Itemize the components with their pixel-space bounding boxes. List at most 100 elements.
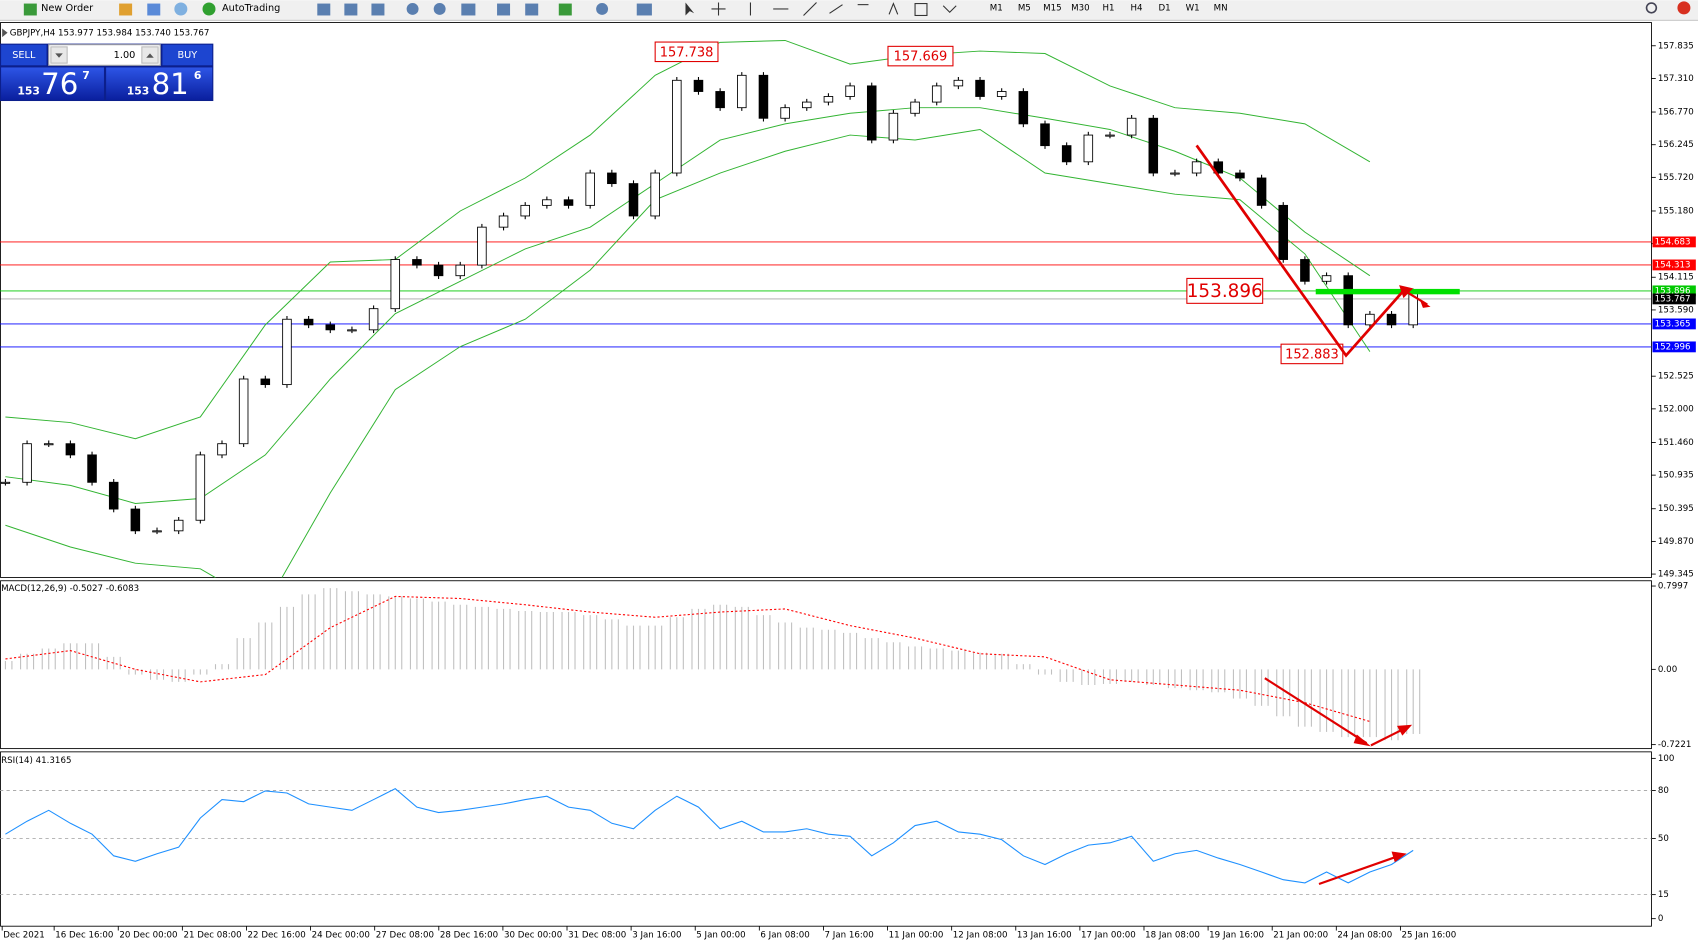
zoom-in[interactable] bbox=[406, 3, 419, 15]
candle-body bbox=[1061, 145, 1072, 163]
symbol-icon bbox=[2, 28, 8, 38]
candle-body bbox=[1105, 134, 1115, 137]
candle-body bbox=[780, 107, 790, 119]
lot-value[interactable]: 1.00 bbox=[114, 50, 136, 61]
price-level-label: 152.996 bbox=[1655, 342, 1691, 352]
toolbar-icon[interactable] bbox=[636, 3, 652, 16]
rsi-panel: 100 80 50 15 0 bbox=[0, 754, 1674, 924]
timeframe-button[interactable]: D1 bbox=[1158, 3, 1170, 13]
toolbar-icon[interactable] bbox=[497, 3, 511, 16]
y-tick-label: 150.935 bbox=[1658, 471, 1694, 481]
toolbar-icon[interactable] bbox=[558, 3, 572, 16]
bid-big-figure: 153 bbox=[17, 84, 40, 97]
plot-area bbox=[0, 39, 1652, 578]
chart-background bbox=[0, 21, 1698, 946]
resistance-highlight bbox=[1315, 288, 1460, 295]
timeframe-button[interactable]: M5 bbox=[1018, 3, 1031, 13]
macd-arrow bbox=[1264, 677, 1368, 745]
drawings bbox=[1195, 144, 1460, 885]
y-tick-label: -0.7221 bbox=[1658, 740, 1691, 750]
toolbar-icon[interactable] bbox=[174, 2, 188, 16]
x-tick-label: 12 Jan 08:00 bbox=[953, 930, 1008, 940]
timeframe-button[interactable]: H1 bbox=[1102, 3, 1114, 13]
lot-input[interactable] bbox=[48, 44, 161, 66]
candle-body bbox=[477, 226, 487, 266]
x-tick-label: 28 Dec 16:00 bbox=[440, 930, 498, 940]
text-tool[interactable] bbox=[888, 2, 899, 15]
sell-label[interactable]: SELL bbox=[12, 50, 36, 61]
bid-quote[interactable] bbox=[1, 67, 104, 100]
x-tick-label: 31 Dec 08:00 bbox=[568, 930, 626, 940]
timeframe-button[interactable]: H4 bbox=[1130, 3, 1143, 13]
timeframe-button[interactable]: M1 bbox=[990, 3, 1003, 13]
price-annotation: 153.896 bbox=[1187, 281, 1263, 302]
candle-body bbox=[87, 454, 97, 483]
price-level-label: 153.896 bbox=[1655, 286, 1691, 296]
toolbar-bg bbox=[0, 0, 1698, 20]
candle-body bbox=[1278, 204, 1289, 260]
toolbar-icon[interactable] bbox=[119, 3, 133, 16]
candle-body bbox=[520, 204, 530, 217]
candle-body bbox=[1235, 172, 1245, 179]
candle-body bbox=[173, 519, 184, 532]
new-order-button[interactable]: New Order bbox=[41, 3, 93, 14]
toolbar-icon[interactable] bbox=[371, 3, 385, 16]
x-tick-label: 11 Jan 00:00 bbox=[889, 930, 944, 940]
ask-quote[interactable] bbox=[106, 67, 213, 100]
x-tick-label: 13 Jan 16:00 bbox=[1017, 930, 1072, 940]
candle-body bbox=[22, 443, 32, 483]
sell-button[interactable] bbox=[1, 44, 47, 66]
label-tool[interactable] bbox=[914, 3, 928, 17]
notifications[interactable] bbox=[1677, 1, 1691, 15]
autotrading-button[interactable]: AutoTrading bbox=[222, 3, 280, 14]
candle-body bbox=[0, 481, 11, 484]
toolbar-icon[interactable] bbox=[596, 3, 609, 15]
trendline-tool[interactable] bbox=[803, 2, 817, 16]
price-annotation: 157.738 bbox=[660, 45, 714, 60]
candle-body bbox=[1365, 313, 1375, 326]
x-tick-label: 20 Dec 00:00 bbox=[119, 930, 177, 940]
price-level-tag bbox=[1652, 285, 1696, 297]
x-tick-label: 18 Jan 08:00 bbox=[1145, 930, 1200, 940]
rsi-panel-frame bbox=[0, 751, 1652, 927]
y-tick-label: 153.590 bbox=[1658, 305, 1694, 315]
toolbar-icon[interactable] bbox=[147, 3, 161, 16]
arrow-tool[interactable] bbox=[942, 5, 957, 13]
main-panel-frame bbox=[0, 22, 1652, 578]
candle-body bbox=[498, 215, 509, 228]
candle-body bbox=[65, 443, 76, 456]
bid-pips: 76 bbox=[41, 67, 78, 101]
candle-body bbox=[195, 454, 206, 521]
macd-signal bbox=[5, 595, 1371, 722]
price-level-tag bbox=[1652, 318, 1696, 330]
bollinger-lower bbox=[5, 128, 1371, 578]
toolbar-icon[interactable] bbox=[525, 3, 539, 16]
y-tick-label: 100 bbox=[1658, 754, 1675, 764]
zoom-out[interactable] bbox=[433, 3, 446, 15]
plot-area bbox=[4, 588, 1421, 741]
y-tick-label: 157.310 bbox=[1658, 74, 1694, 84]
price-level-label: 153.365 bbox=[1655, 319, 1691, 329]
y-tick-label: 151.460 bbox=[1658, 438, 1694, 448]
arrow-head bbox=[1419, 299, 1431, 308]
timeframe-button[interactable]: MN bbox=[1214, 3, 1228, 13]
price-level-tag bbox=[1652, 259, 1696, 271]
timeframe-button[interactable]: W1 bbox=[1186, 3, 1200, 13]
timeframe-button[interactable]: M15 bbox=[1043, 3, 1061, 13]
candle-body bbox=[715, 91, 725, 109]
candle-body bbox=[823, 96, 834, 103]
channel-tool[interactable] bbox=[829, 4, 843, 14]
candle-body bbox=[412, 259, 422, 266]
y-tick-label: 152.525 bbox=[1658, 372, 1694, 382]
toolbar-icon[interactable] bbox=[344, 3, 358, 16]
toolbar-icon[interactable] bbox=[461, 3, 476, 16]
toolbar-icon[interactable] bbox=[317, 3, 331, 16]
crosshair-tool[interactable] bbox=[711, 2, 726, 16]
price-annotation-box bbox=[1186, 277, 1264, 304]
price-level-label: 154.683 bbox=[1655, 237, 1691, 247]
buy-button[interactable] bbox=[162, 44, 213, 66]
buy-label[interactable]: BUY bbox=[177, 50, 197, 61]
search-button[interactable] bbox=[1645, 2, 1658, 14]
timeframe-button[interactable]: M30 bbox=[1071, 3, 1089, 13]
candle-body bbox=[996, 91, 1007, 97]
